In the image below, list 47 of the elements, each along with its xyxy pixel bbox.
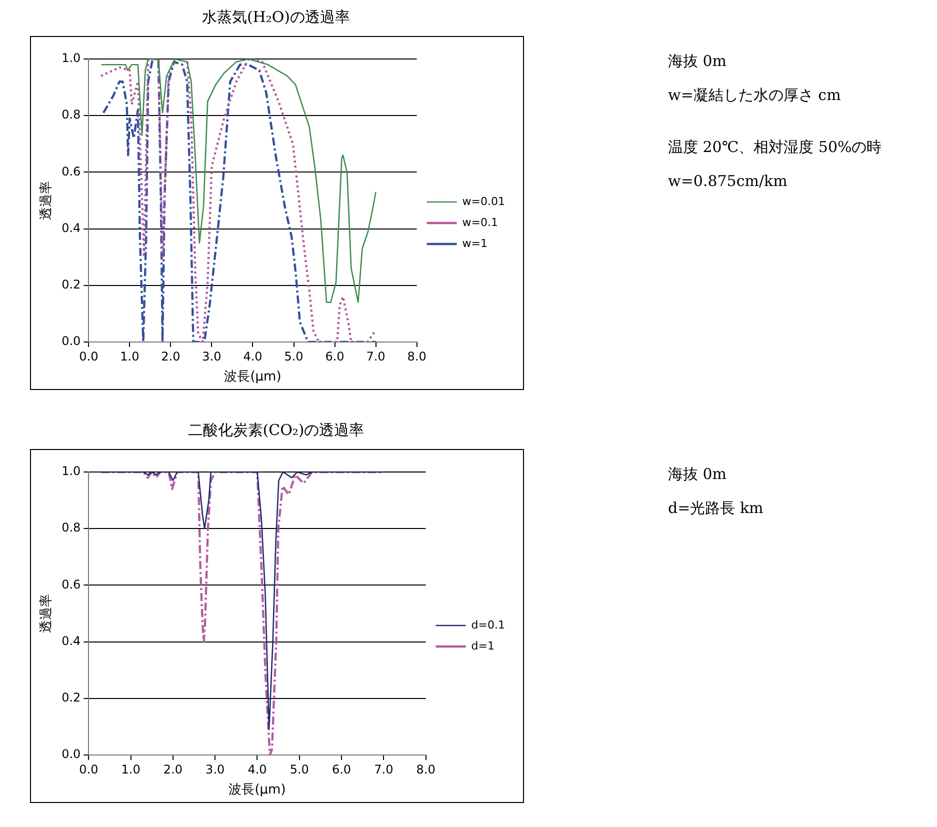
x-tick-label: 3.0: [202, 349, 222, 364]
y-tick-label: 0.4: [62, 220, 81, 235]
x-tick-label: 5.0: [284, 349, 304, 364]
text: 海抜 0m: [668, 464, 728, 485]
x-tick-label: 1.0: [121, 762, 140, 776]
x-tick-label: 0.0: [79, 762, 98, 776]
x-tick-label: 7.0: [366, 349, 386, 364]
y-tick-label: 0.4: [62, 634, 81, 648]
x-axis-title: 波長(μm): [224, 370, 282, 385]
text: w=0.875cm/km: [668, 171, 788, 192]
y-tick-label: 1.0: [62, 51, 81, 66]
x-tick-label: 2.0: [161, 349, 180, 364]
y-axis-title: 透過率: [38, 181, 54, 220]
x-tick-label: 0.0: [79, 349, 98, 364]
text: 温度 20℃、相対湿度 50%の時: [668, 137, 882, 158]
x-tick-label: 8.0: [416, 762, 436, 776]
legend-label: d=0.1: [471, 618, 506, 632]
x-tick-label: 4.0: [248, 762, 267, 776]
legend-label: w=0.01: [462, 194, 506, 208]
x-tick-label: 2.0: [163, 762, 183, 776]
y-tick-label: 0.0: [62, 747, 81, 762]
y-tick-label: 0.0: [62, 334, 81, 348]
x-tick-label: 4.0: [243, 349, 262, 364]
x-tick-label: 8.0: [407, 349, 426, 364]
x-tick-label: 7.0: [374, 762, 394, 776]
y-tick-label: 0.2: [62, 690, 81, 705]
x-tick-label: 5.0: [290, 762, 309, 776]
chart-title: 二酸化炭素(CO₂)の透過率: [186, 421, 366, 440]
legend-label: w=1: [462, 236, 488, 250]
y-tick-label: 0.8: [62, 108, 81, 122]
y-axis-title: 透過率: [38, 594, 54, 633]
chart-title: 水蒸気(H₂O)の透過率: [200, 8, 352, 27]
x-axis-title: 波長(μm): [228, 782, 286, 798]
text: 海抜 0m: [668, 51, 728, 72]
y-tick-label: 0.8: [62, 520, 81, 535]
y-tick-label: 0.6: [62, 164, 81, 178]
text: d=光路長 km: [668, 498, 764, 519]
legend-label: d=1: [471, 639, 495, 652]
y-tick-label: 1.0: [62, 464, 81, 478]
y-tick-label: 0.6: [62, 577, 81, 592]
text: w=凝結した水の厚さ cm: [668, 85, 842, 106]
y-tick-label: 0.2: [62, 278, 81, 292]
x-tick-label: 1.0: [120, 349, 140, 364]
legend-label: w=0.1: [462, 216, 498, 229]
x-tick-label: 3.0: [206, 762, 225, 776]
x-tick-label: 6.0: [325, 349, 344, 364]
x-tick-label: 6.0: [332, 762, 352, 776]
